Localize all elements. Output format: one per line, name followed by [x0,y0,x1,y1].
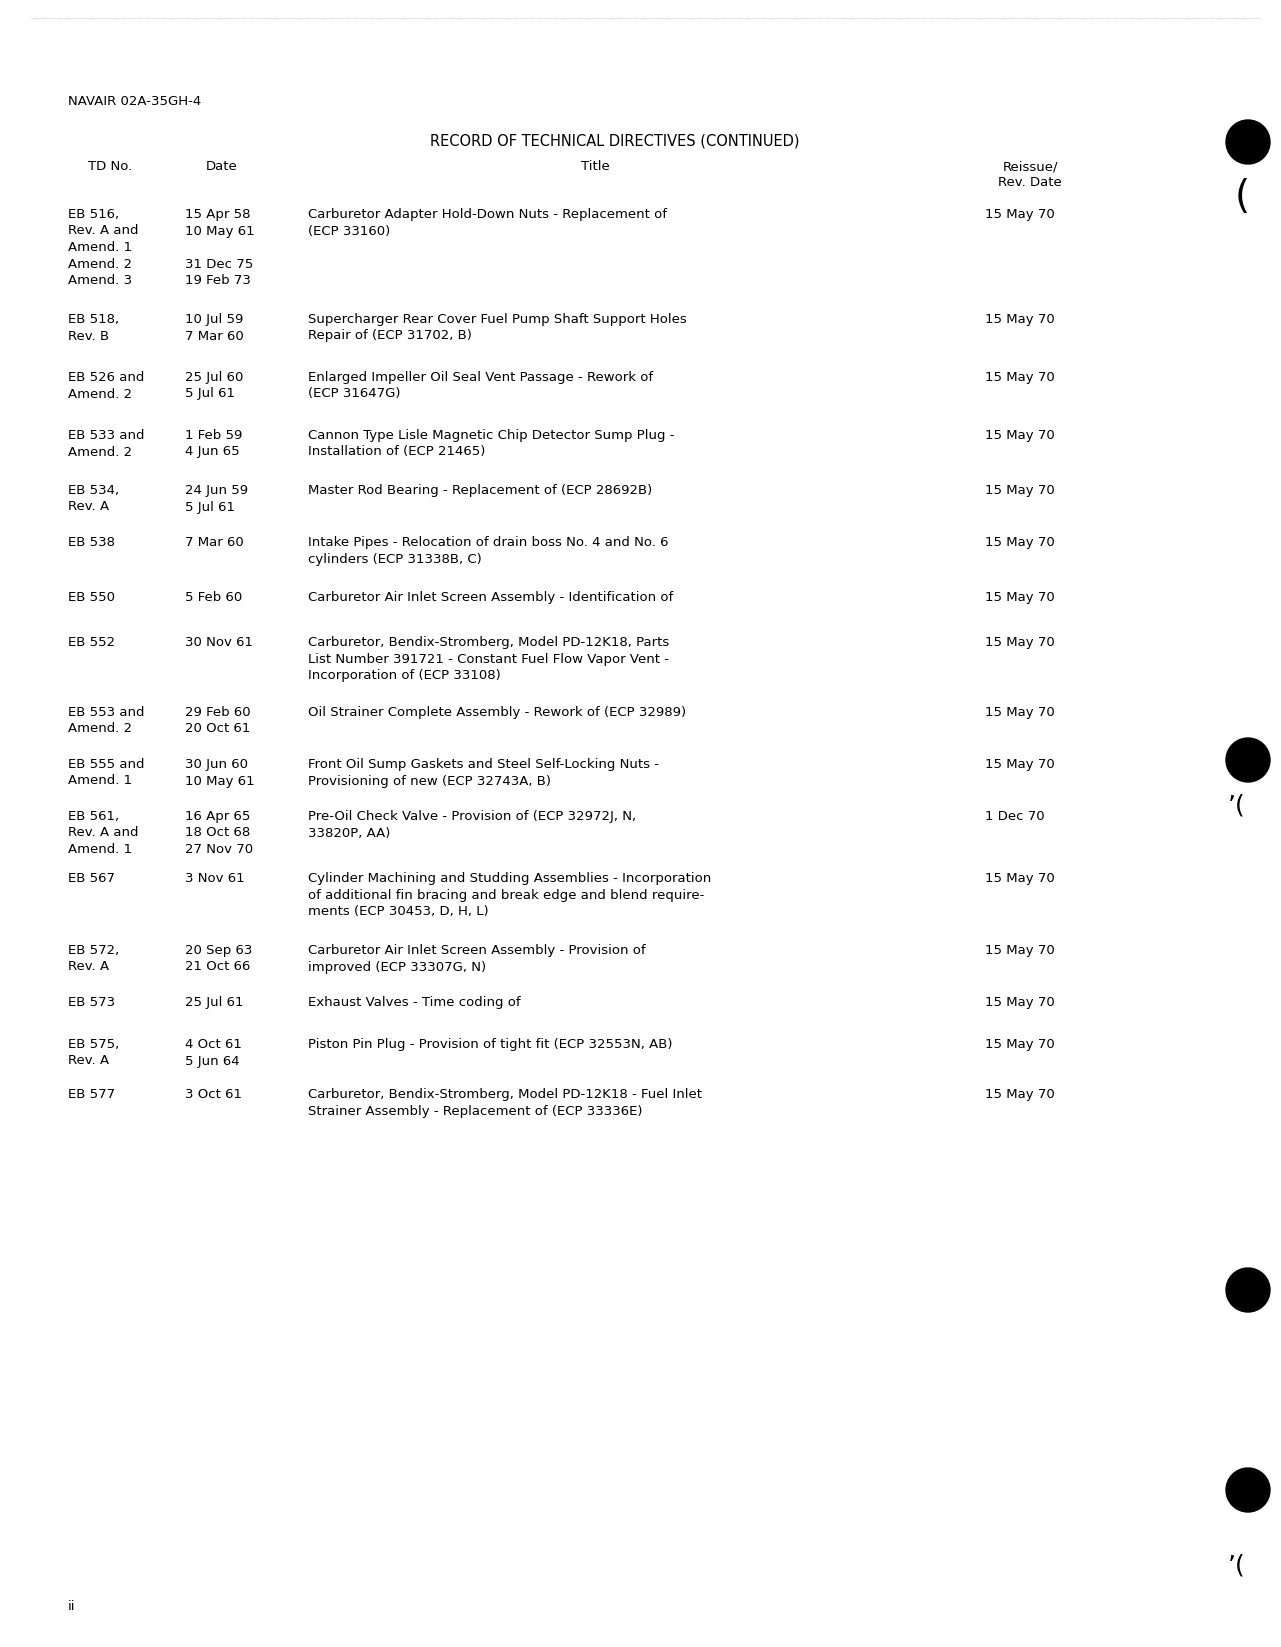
Text: Supercharger Rear Cover Fuel Pump Shaft Support Holes
Repair of (ECP 31702, B): Supercharger Rear Cover Fuel Pump Shaft … [307,313,687,343]
Text: 29 Feb 60
20 Oct 61: 29 Feb 60 20 Oct 61 [184,707,251,736]
Text: Reissue/
Rev. Date: Reissue/ Rev. Date [998,160,1062,189]
Text: EB 552: EB 552 [68,636,115,649]
Text: (: ( [1235,178,1250,216]
Text: Carburetor Adapter Hold-Down Nuts - Replacement of
(ECP 33160): Carburetor Adapter Hold-Down Nuts - Repl… [307,208,667,237]
Text: 15 May 70: 15 May 70 [985,535,1054,548]
Text: NAVAIR 02A-35GH-4: NAVAIR 02A-35GH-4 [68,96,201,109]
Text: 15 May 70: 15 May 70 [985,707,1054,720]
Text: Pre-Oil Check Valve - Provision of (ECP 32972J, N,
33820P, AA): Pre-Oil Check Valve - Provision of (ECP … [307,810,637,840]
Text: 15 May 70: 15 May 70 [985,636,1054,649]
Text: EB 577: EB 577 [68,1089,115,1100]
Text: 4 Oct 61
5 Jun 64: 4 Oct 61 5 Jun 64 [184,1038,242,1067]
Text: 15 Apr 58
10 May 61

31 Dec 75
19 Feb 73: 15 Apr 58 10 May 61 31 Dec 75 19 Feb 73 [184,208,255,287]
Circle shape [1226,738,1269,782]
Text: EB 573: EB 573 [68,996,115,1010]
Text: 15 May 70: 15 May 70 [985,944,1054,957]
Text: Master Rod Bearing - Replacement of (ECP 28692B): Master Rod Bearing - Replacement of (ECP… [307,484,652,497]
Text: EB 533 and
Amend. 2: EB 533 and Amend. 2 [68,428,145,458]
Text: Cannon Type Lisle Magnetic Chip Detector Sump Plug -
Installation of (ECP 21465): Cannon Type Lisle Magnetic Chip Detector… [307,428,675,458]
Text: Title: Title [580,160,610,173]
Text: ii: ii [68,1599,76,1612]
Text: EB 550: EB 550 [68,591,115,604]
Text: 1 Feb 59
4 Jun 65: 1 Feb 59 4 Jun 65 [184,428,242,458]
Circle shape [1226,1268,1269,1313]
Text: 1 Dec 70: 1 Dec 70 [985,810,1044,824]
Text: 7 Mar 60: 7 Mar 60 [184,535,243,548]
Text: ’(: ’( [1228,792,1245,817]
Text: 5 Feb 60: 5 Feb 60 [184,591,242,604]
Text: EB 534,
Rev. A: EB 534, Rev. A [68,484,119,514]
Text: 15 May 70: 15 May 70 [985,996,1054,1010]
Text: Carburetor Air Inlet Screen Assembly - Identification of: Carburetor Air Inlet Screen Assembly - I… [307,591,674,604]
Text: 3 Oct 61: 3 Oct 61 [184,1089,242,1100]
Text: Intake Pipes - Relocation of drain boss No. 4 and No. 6
cylinders (ECP 31338B, C: Intake Pipes - Relocation of drain boss … [307,535,669,565]
Text: Carburetor Air Inlet Screen Assembly - Provision of
improved (ECP 33307G, N): Carburetor Air Inlet Screen Assembly - P… [307,944,646,973]
Circle shape [1226,1467,1269,1512]
Text: 10 Jul 59
7 Mar 60: 10 Jul 59 7 Mar 60 [184,313,243,343]
Text: EB 526 and
Amend. 2: EB 526 and Amend. 2 [68,371,145,400]
Text: 15 May 70: 15 May 70 [985,208,1054,221]
Text: Enlarged Impeller Oil Seal Vent Passage - Rework of
(ECP 31647G): Enlarged Impeller Oil Seal Vent Passage … [307,371,653,400]
Text: 15 May 70: 15 May 70 [985,428,1054,441]
Text: Carburetor, Bendix-Stromberg, Model PD-12K18, Parts
List Number 391721 - Constan: Carburetor, Bendix-Stromberg, Model PD-1… [307,636,669,682]
Text: Cylinder Machining and Studding Assemblies - Incorporation
of additional fin bra: Cylinder Machining and Studding Assembli… [307,871,711,917]
Circle shape [1226,120,1269,165]
Text: 3 Nov 61: 3 Nov 61 [184,871,245,884]
Text: Piston Pin Plug - Provision of tight fit (ECP 32553N, AB): Piston Pin Plug - Provision of tight fit… [307,1038,673,1051]
Text: 16 Apr 65
18 Oct 68
27 Nov 70: 16 Apr 65 18 Oct 68 27 Nov 70 [184,810,254,856]
Text: 15 May 70: 15 May 70 [985,758,1054,771]
Text: Front Oil Sump Gaskets and Steel Self-Locking Nuts -
Provisioning of new (ECP 32: Front Oil Sump Gaskets and Steel Self-Lo… [307,758,658,787]
Text: EB 555 and
Amend. 1: EB 555 and Amend. 1 [68,758,145,787]
Text: EB 553 and
Amend. 2: EB 553 and Amend. 2 [68,707,145,736]
Text: 30 Nov 61: 30 Nov 61 [184,636,254,649]
Text: 15 May 70: 15 May 70 [985,1038,1054,1051]
Text: ’(: ’( [1228,1553,1245,1576]
Text: EB 567: EB 567 [68,871,115,884]
Text: RECORD OF TECHNICAL DIRECTIVES (CONTINUED): RECORD OF TECHNICAL DIRECTIVES (CONTINUE… [430,133,799,148]
Text: 24 Jun 59
5 Jul 61: 24 Jun 59 5 Jul 61 [184,484,249,514]
Text: 25 Jul 61: 25 Jul 61 [184,996,243,1010]
Text: 25 Jul 60
5 Jul 61: 25 Jul 60 5 Jul 61 [184,371,243,400]
Text: 15 May 70: 15 May 70 [985,871,1054,884]
Text: EB 538: EB 538 [68,535,115,548]
Text: EB 518,
Rev. B: EB 518, Rev. B [68,313,119,343]
Text: 15 May 70: 15 May 70 [985,484,1054,497]
Text: TD No.: TD No. [88,160,132,173]
Text: Carburetor, Bendix-Stromberg, Model PD-12K18 - Fuel Inlet
Strainer Assembly - Re: Carburetor, Bendix-Stromberg, Model PD-1… [307,1089,702,1118]
Text: 15 May 70: 15 May 70 [985,313,1054,326]
Text: Date: Date [206,160,238,173]
Text: 15 May 70: 15 May 70 [985,1089,1054,1100]
Text: 15 May 70: 15 May 70 [985,591,1054,604]
Text: EB 572,
Rev. A: EB 572, Rev. A [68,944,119,973]
Text: Oil Strainer Complete Assembly - Rework of (ECP 32989): Oil Strainer Complete Assembly - Rework … [307,707,687,720]
Text: Exhaust Valves - Time coding of: Exhaust Valves - Time coding of [307,996,520,1010]
Text: 20 Sep 63
21 Oct 66: 20 Sep 63 21 Oct 66 [184,944,252,973]
Text: EB 575,
Rev. A: EB 575, Rev. A [68,1038,119,1067]
Text: EB 561,
Rev. A and
Amend. 1: EB 561, Rev. A and Amend. 1 [68,810,138,856]
Text: EB 516,
Rev. A and
Amend. 1
Amend. 2
Amend. 3: EB 516, Rev. A and Amend. 1 Amend. 2 Ame… [68,208,138,287]
Text: 30 Jun 60
10 May 61: 30 Jun 60 10 May 61 [184,758,255,787]
Text: 15 May 70: 15 May 70 [985,371,1054,384]
